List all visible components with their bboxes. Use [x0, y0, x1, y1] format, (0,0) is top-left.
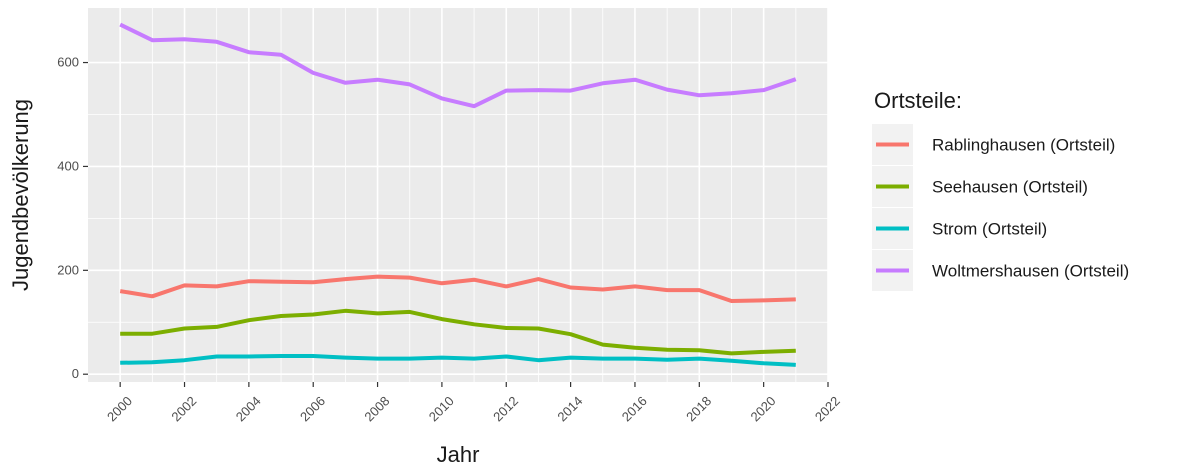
series-line [119, 22, 797, 109]
legend-item: Rablinghausen (Ortsteil) [872, 124, 1115, 165]
x-tick-label: 2002 [168, 393, 199, 424]
x-tick-label: 2000 [104, 393, 135, 424]
legend-label: Seehausen (Ortsteil) [932, 178, 1088, 197]
panel-background [88, 8, 828, 382]
y-tick-label: 200 [57, 262, 79, 277]
x-axis-title: Jahr [437, 442, 480, 467]
series-lines [119, 22, 797, 367]
y-tick-label: 600 [57, 55, 79, 70]
series-line [120, 354, 796, 367]
legend-label: Rablinghausen (Ortsteil) [932, 136, 1115, 155]
x-tick-label: 2020 [747, 393, 778, 424]
legend-item: Woltmershausen (Ortsteil) [872, 250, 1129, 291]
x-tick-label: 2012 [490, 393, 521, 424]
plot-panel [88, 8, 828, 382]
legend-title: Ortsteile: [874, 88, 962, 113]
x-tick-label: 2018 [683, 393, 714, 424]
x-tick-label: 2004 [233, 393, 264, 424]
y-tick-label: 0 [72, 366, 79, 381]
legend-item: Seehausen (Ortsteil) [872, 166, 1088, 207]
legend-items: Rablinghausen (Ortsteil) Seehausen (Ortst… [872, 124, 1129, 291]
x-tick-label: 2022 [812, 393, 843, 424]
series-line [119, 274, 796, 303]
x-tick-label: 2016 [619, 393, 650, 424]
x-tick-label: 2008 [361, 393, 392, 424]
x-tick-label: 2014 [554, 393, 585, 424]
x-tick-label: 2010 [426, 393, 457, 424]
series-line [120, 308, 796, 356]
x-tick-label: 2006 [297, 393, 328, 424]
y-tick-label: 400 [57, 158, 79, 173]
legend-label: Woltmershausen (Ortsteil) [932, 262, 1129, 281]
legend: Ortsteile: Rablinghausen (Ortsteil) Seeha… [872, 88, 1129, 291]
legend-label: Strom (Ortsteil) [932, 220, 1047, 239]
y-axis-title: Jugendbevölkerung [8, 99, 33, 291]
grid [88, 8, 829, 382]
legend-item: Strom (Ortsteil) [872, 208, 1047, 249]
